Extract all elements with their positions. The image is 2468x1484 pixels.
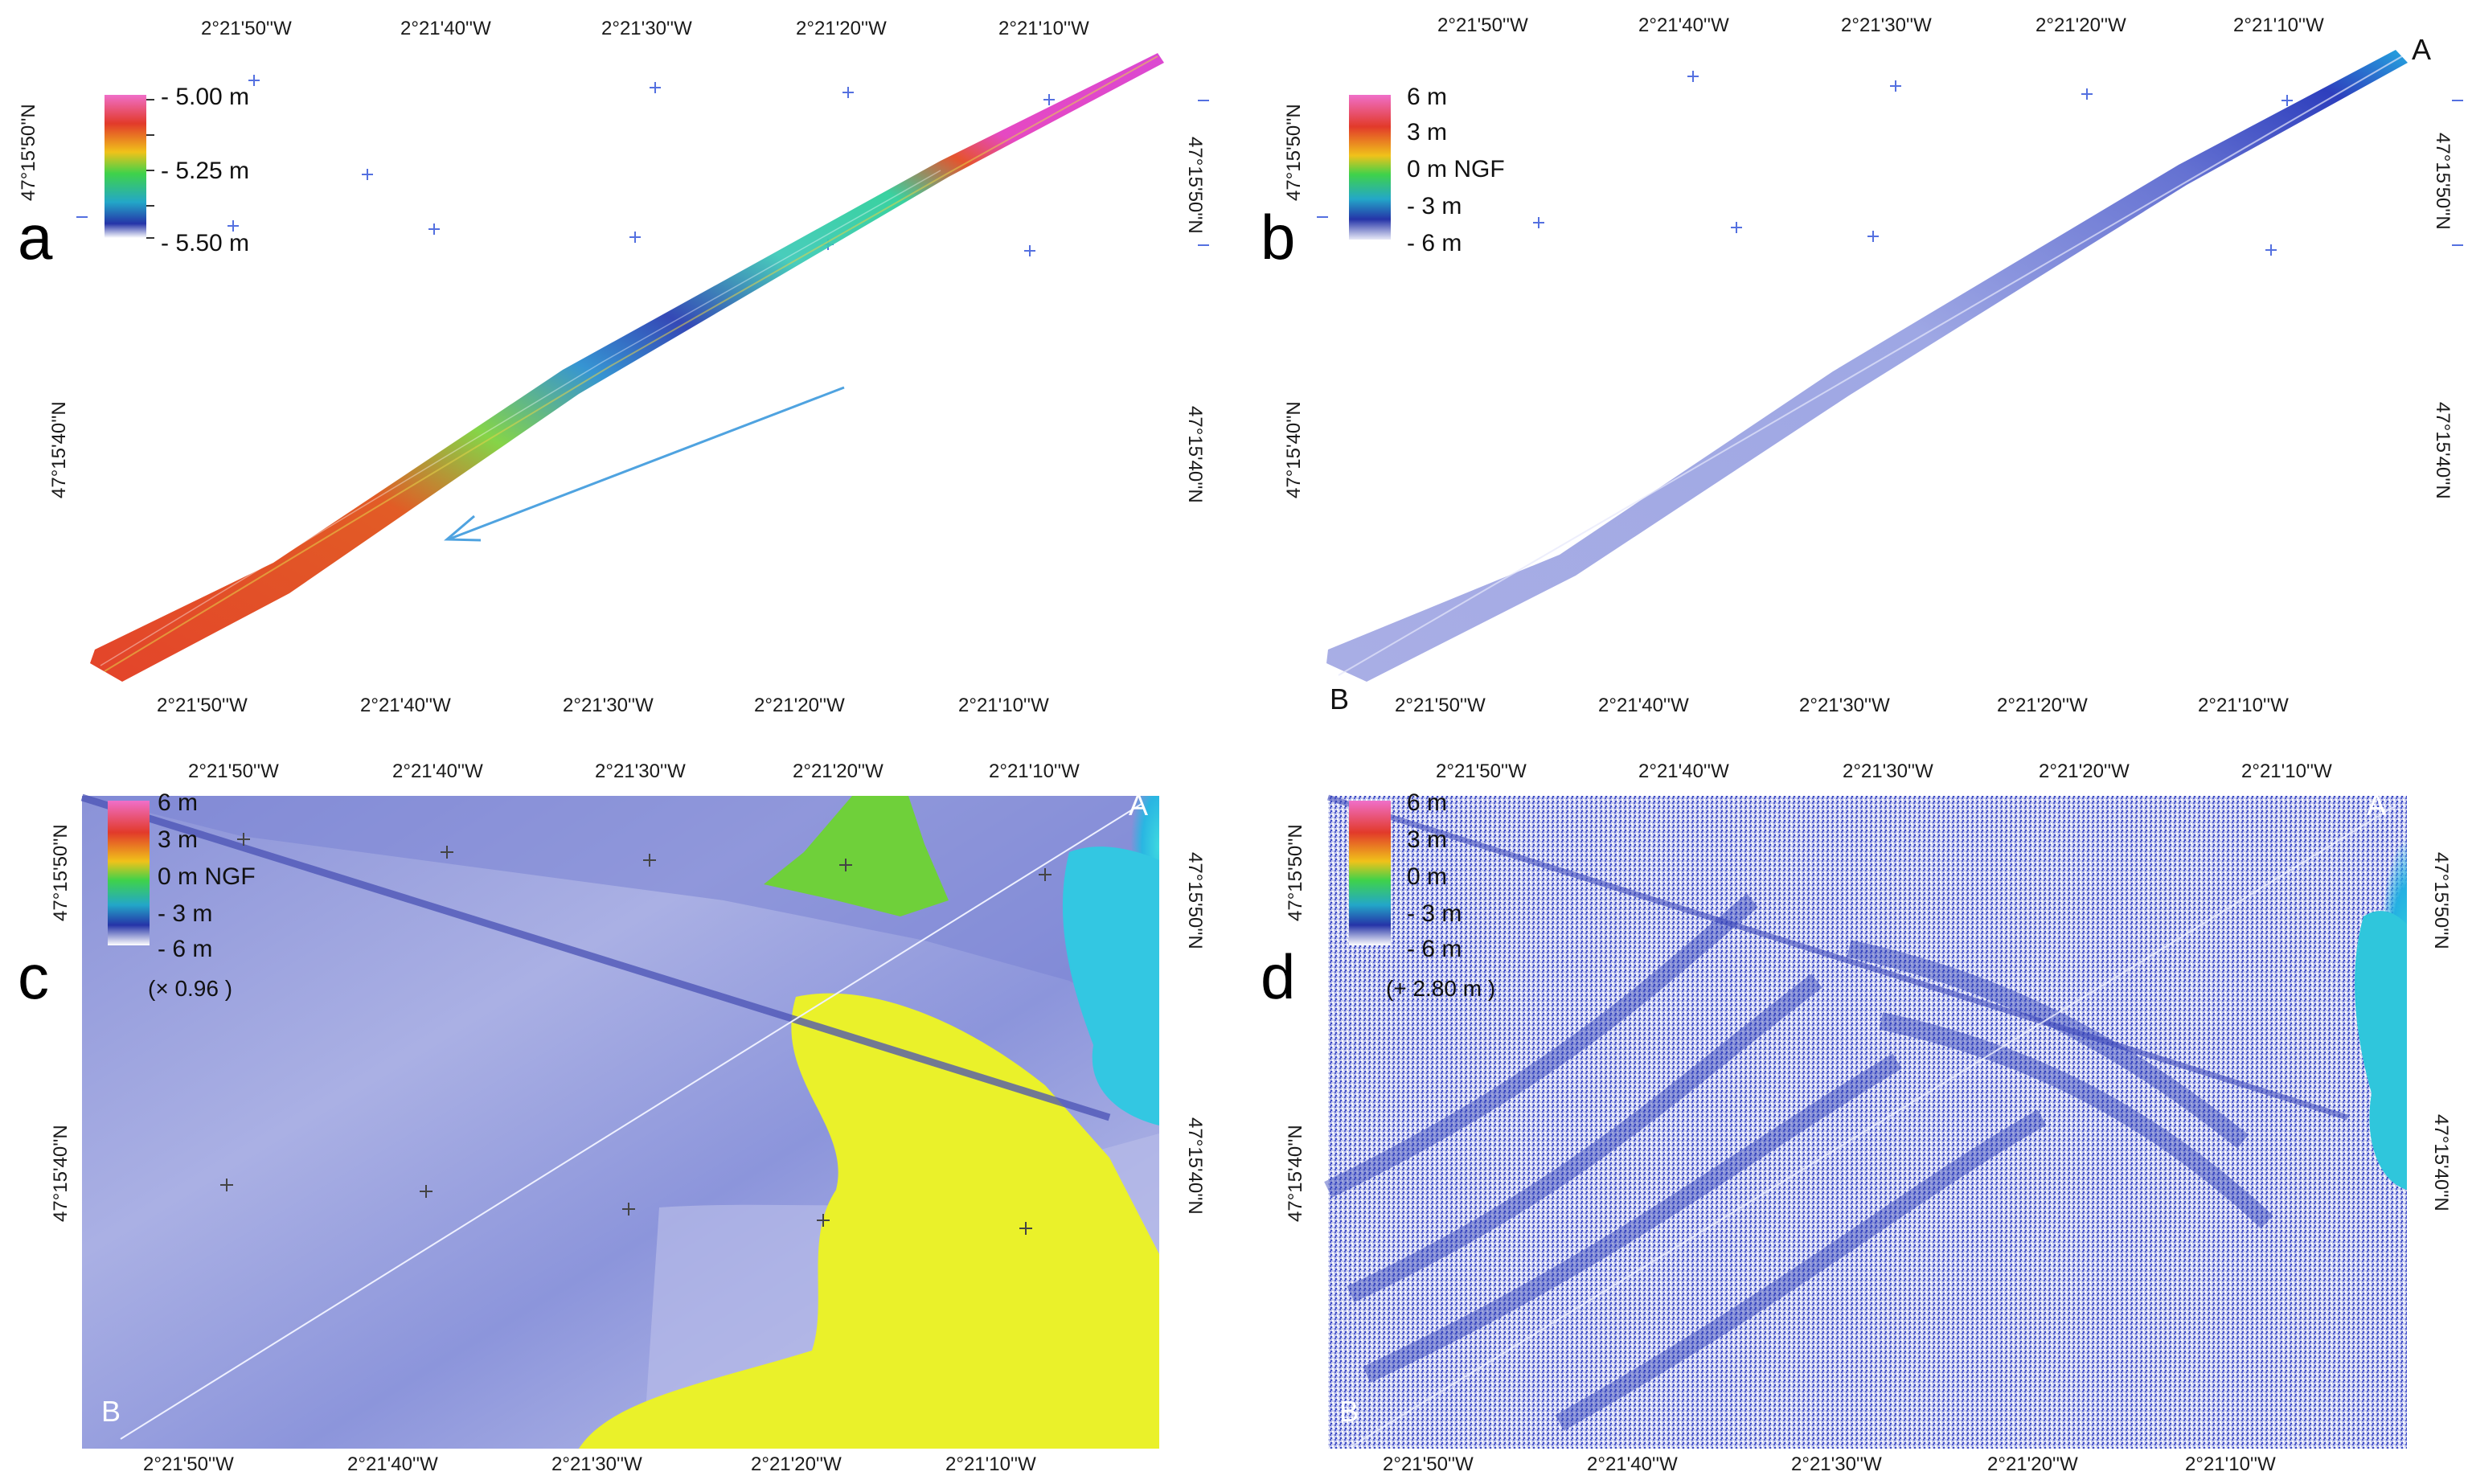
bottom-lon-label: 2°21'20''W [1997, 695, 2088, 716]
top-lon-label: 2°21'30''W [1841, 14, 1932, 36]
bottom-lon-label: 2°21'10''W [2198, 695, 2289, 716]
bottom-lon-label: 2°21'40''W [347, 1453, 438, 1475]
legend-bar [108, 801, 150, 945]
swath-map-a [76, 53, 1209, 682]
endpoint-b-label: B [1330, 683, 1350, 715]
top-lon-label: 2°21'10''W [998, 18, 1089, 39]
top-lon-label: 2°21'30''W [595, 760, 686, 782]
bathymetry-map-d [1324, 794, 2407, 1449]
top-lon-label: 2°21'20''W [793, 760, 883, 782]
top-lon-label: 2°21'10''W [2233, 14, 2324, 36]
panel-letter: b [1261, 202, 1296, 273]
panel-letter: c [18, 941, 49, 1012]
top-lon-label: 2°21'20''W [796, 18, 887, 39]
top-lon-label: 2°21'30''W [1843, 760, 1933, 782]
bottom-lon-label: 2°21'10''W [958, 695, 1049, 716]
legend-label: - 6 m [1407, 230, 1462, 256]
legend-label: 0 m [1407, 863, 1448, 890]
bottom-lon-label: 2°21'30''W [563, 695, 654, 716]
legend-label: 0 m NGF [158, 863, 256, 890]
bottom-lon-label: 2°21'50''W [157, 695, 248, 716]
legend-bar [105, 95, 146, 238]
legend-offset-note: (+ 2.80 m ) [1386, 976, 1496, 1001]
endpoint-a-label: A [2412, 33, 2432, 66]
endpoint-a-label: A [2367, 789, 2387, 822]
track-line [1326, 794, 2349, 1121]
legend-label: - 6 m [1407, 936, 1462, 962]
legend-label: 6 m [1407, 789, 1448, 816]
bottom-lon-label: 2°21'40''W [360, 695, 451, 716]
top-lon-label: 2°21'40''W [392, 760, 483, 782]
legend-label: 6 m [158, 789, 199, 816]
bottom-lon-label: 2°21'10''W [945, 1453, 1036, 1475]
bottom-lon-label: 2°21'20''W [1987, 1453, 2078, 1475]
profile-line [120, 803, 1142, 1440]
legend-label: 3 m [1407, 119, 1448, 146]
yellow-region [579, 993, 1159, 1449]
top-lon-label: 2°21'50''W [1436, 760, 1527, 782]
bottom-lon-label: 2°21'20''W [751, 1453, 842, 1475]
top-lon-label: 2°21'50''W [201, 18, 292, 39]
legend-label: - 5.00 m [161, 84, 250, 110]
legend-label: - 3 m [1407, 193, 1462, 219]
bottom-lon-label: 2°21'40''W [1598, 695, 1689, 716]
endpoint-a-label: A [1129, 789, 1149, 822]
legend-label: - 3 m [1407, 900, 1462, 927]
direction-arrow [449, 386, 845, 540]
bottom-lon-label: 2°21'50''W [1395, 695, 1486, 716]
legend-bar [1349, 801, 1391, 945]
legend-scale-note: (× 0.96 ) [148, 976, 233, 1001]
track-line [80, 793, 1111, 1121]
panel-letter: d [1261, 941, 1296, 1012]
legend-label: - 6 m [158, 936, 213, 962]
legend-bar [1349, 95, 1391, 240]
bottom-lon-label: 2°21'30''W [551, 1453, 642, 1475]
bottom-lon-label: 2°21'10''W [2185, 1453, 2276, 1475]
top-lon-label: 2°21'20''W [2035, 14, 2126, 36]
endpoint-b-label: B [1339, 1395, 1359, 1428]
bottom-lon-label: 2°21'30''W [1791, 1453, 1882, 1475]
legend-label: - 3 m [158, 900, 213, 927]
profile-line [1350, 805, 2396, 1448]
panel-a: 2°21'50''W 2°21'40''W 2°21'30''W 2°21'20… [0, 0, 1222, 732]
bottom-lon-label: 2°21'40''W [1587, 1453, 1678, 1475]
top-lon-label: 2°21'40''W [1638, 760, 1729, 782]
bathymetry-map-c [80, 793, 1159, 1449]
endpoint-b-label: B [101, 1395, 121, 1428]
survey-swath [1326, 50, 2408, 682]
top-lon-label: 2°21'10''W [989, 760, 1080, 782]
legend-label: 3 m [158, 826, 199, 853]
swath-map-b [1317, 50, 2463, 682]
direction-arrow-head [444, 514, 482, 542]
legend-label: - 5.50 m [161, 230, 250, 256]
bottom-lon-label: 2°21'30''W [1799, 695, 1890, 716]
top-lon-label: 2°21'40''W [400, 18, 491, 39]
panel-b: 2°21'50''W 2°21'40''W 2°21'30''W 2°21'20… [1238, 0, 2468, 732]
green-region [764, 796, 949, 916]
top-lon-label: 2°21'10''W [2241, 760, 2332, 782]
panel-c: 2°21'50''W 2°21'40''W 2°21'30''W 2°21'20… [0, 740, 1222, 1484]
top-lon-label: 2°21'20''W [2039, 760, 2130, 782]
legend-label: 6 m [1407, 84, 1448, 110]
panel-letter: a [18, 202, 53, 273]
top-lon-label: 2°21'50''W [1437, 14, 1528, 36]
top-lon-label: 2°21'30''W [601, 18, 692, 39]
top-lon-label: 2°21'50''W [188, 760, 279, 782]
legend-label: 0 m NGF [1407, 156, 1505, 182]
bottom-lon-label: 2°21'20''W [754, 695, 845, 716]
bottom-lon-label: 2°21'50''W [143, 1453, 234, 1475]
survey-swath [90, 53, 1164, 682]
panel-d: 2°21'50''W 2°21'40''W 2°21'30''W 2°21'20… [1238, 740, 2468, 1484]
bottom-lon-label: 2°21'50''W [1383, 1453, 1474, 1475]
legend-label: - 5.25 m [161, 158, 250, 184]
legend-label: 3 m [1407, 826, 1448, 853]
top-lon-label: 2°21'40''W [1638, 14, 1729, 36]
